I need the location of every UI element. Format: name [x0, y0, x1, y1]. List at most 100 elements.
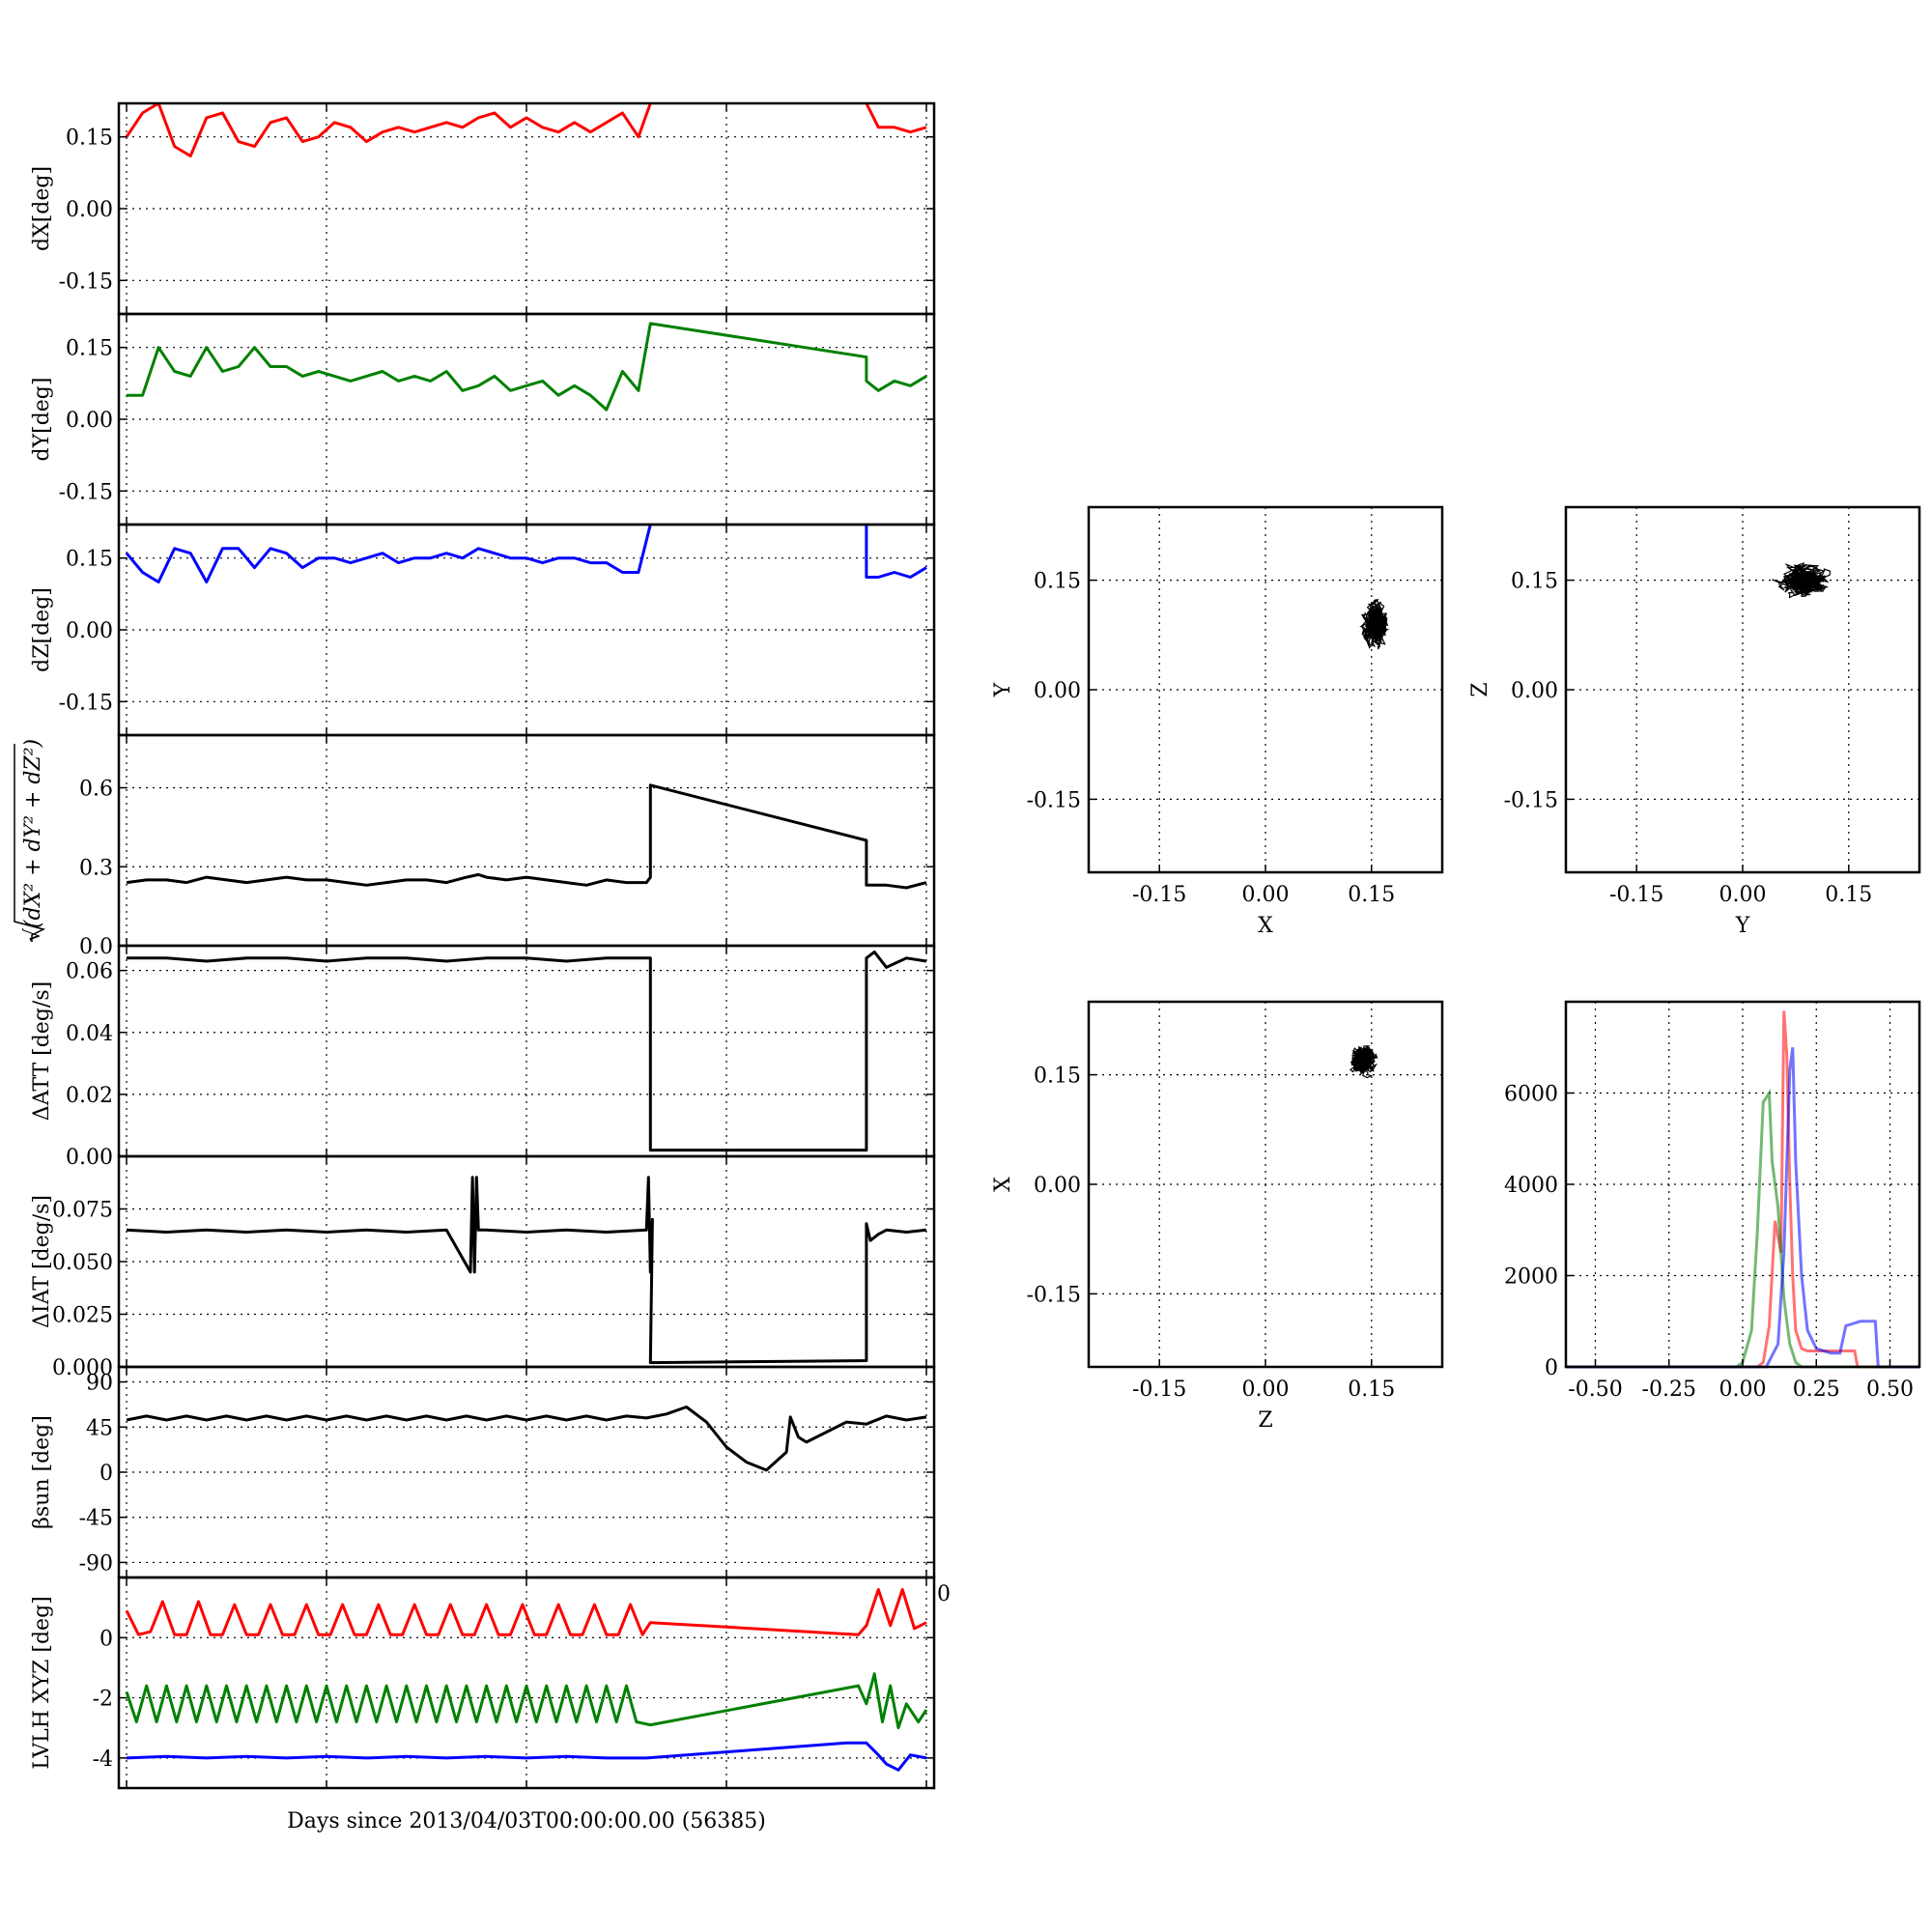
datt-y-tick-label: 0.00	[66, 1146, 113, 1170]
yz-trace-5	[1772, 562, 1820, 593]
datt-y-tick-label: 0.06	[66, 960, 113, 984]
diat-y-tick-label: 0.025	[52, 1304, 113, 1328]
hist-x-tick-label: -0.25	[1642, 1378, 1696, 1402]
norm-frame	[117, 733, 936, 948]
stray-tick-label: 0	[937, 1582, 951, 1606]
dz-y-tick-label: 0.15	[66, 548, 113, 572]
hist-x-tick-label: 0.50	[1866, 1378, 1914, 1402]
dy-y-tick-label: 0.15	[66, 337, 113, 361]
panel-datt: 0.00 0.02 0.04 0.06 ΔATT [deg/s]	[30, 944, 936, 1170]
panel-yz: -0.15 -0.15 0.00 0.00 0.15 0.15 Y Z	[1468, 505, 1921, 938]
panel-beta: -90 -45 0 45 90 βsun [deg]	[30, 1365, 936, 1579]
hist-x-tick-label: 0.00	[1719, 1378, 1767, 1402]
panel-hist: -0.50 -0.25 0.00 0.25 0.50 0 2000 4000 6000	[1504, 1000, 1921, 1402]
yz-y-tick-label: -0.15	[1504, 788, 1558, 812]
xy-y-tick-label: -0.15	[1027, 788, 1081, 812]
dx-y-tick-label: -0.15	[59, 270, 113, 294]
datt-frame	[117, 944, 936, 1158]
hist-series-0	[1566, 1010, 1919, 1369]
hist-y-tick-label: 2000	[1504, 1265, 1558, 1290]
zx-x-tick-label: -0.15	[1132, 1378, 1186, 1402]
xy-x-tick-label: -0.15	[1132, 883, 1186, 907]
diat-series-group	[126, 1176, 927, 1365]
datt-series-group	[127, 950, 927, 1152]
diat-y-tick-label: 0.000	[52, 1356, 113, 1380]
xy-x-axis-label: X	[1258, 914, 1273, 938]
dz-y-tick-label: -0.15	[59, 691, 113, 715]
panel-norm: 0.0 0.3 0.6 √(dX² + dY² + dZ²)	[14, 733, 936, 959]
yz-y-axis-label: Z	[1468, 682, 1492, 696]
norm-series-group	[126, 783, 927, 890]
zx-frame	[1087, 1000, 1444, 1369]
zx-x-tick-label: 0.15	[1348, 1378, 1395, 1402]
zx-y-axis-label: X	[991, 1177, 1015, 1192]
zx-cloud	[1350, 1045, 1378, 1079]
dy-y-tick-label: -0.15	[59, 480, 113, 504]
dy-y-axis-label: dY[deg]	[30, 378, 54, 462]
lvlh-series-2-segment-0	[126, 1741, 927, 1772]
lvlh-series-group	[125, 1588, 928, 1772]
datt-y-tick-label: 0.02	[66, 1084, 113, 1108]
dx-y-tick-label: 0.00	[66, 198, 113, 222]
beta-series-0-segment-0	[126, 1406, 927, 1472]
zx-x-tick-label: 0.00	[1242, 1378, 1290, 1402]
xy-trace-5	[1361, 607, 1387, 647]
lvlh-frame	[117, 1576, 936, 1790]
beta-series-group	[126, 1406, 927, 1472]
dx-series-0-segment-0	[125, 103, 652, 157]
panel-dz: -0.15 0.00 0.15 dZ[deg]	[30, 523, 936, 737]
yz-y-tick-label: 0.15	[1511, 570, 1558, 594]
yz-x-tick-label: 0.15	[1825, 883, 1872, 907]
diat-y-tick-label: 0.050	[52, 1251, 113, 1275]
panel-zx: -0.15 -0.15 0.00 0.00 0.15 0.15 Z X	[991, 1000, 1444, 1433]
lvlh-y-tick-label: -4	[93, 1747, 113, 1772]
beta-y-tick-label: -90	[79, 1551, 113, 1576]
yz-frame	[1564, 505, 1921, 874]
norm-y-label-group: √(dX² + dY² + dZ²)	[14, 739, 46, 942]
hist-x-tick-label: 0.25	[1793, 1378, 1840, 1402]
lvlh-series-0-segment-0	[125, 1588, 927, 1636]
lvlh-y-tick-label: -2	[93, 1688, 113, 1712]
norm-y-tick-label: 0.6	[79, 778, 113, 802]
dy-series-group	[127, 322, 927, 412]
xy-y-tick-label: 0.00	[1034, 679, 1081, 703]
diat-series-0-segment-0	[126, 1176, 927, 1365]
xy-x-tick-label: 0.00	[1242, 883, 1290, 907]
panel-dx: -0.15 0.00 0.15 dX[deg]	[30, 101, 936, 316]
panel-dy: -0.15 0.00 0.15 dY[deg]	[30, 312, 936, 526]
dy-y-tick-label: 0.00	[66, 409, 113, 433]
zx-x-axis-label: Z	[1258, 1408, 1272, 1433]
beta-y-tick-label: 0	[99, 1462, 113, 1486]
beta-y-axis-label: βsun [deg]	[30, 1415, 54, 1529]
beta-y-tick-label: 90	[86, 1372, 113, 1396]
radical-sign	[14, 744, 46, 942]
datt-y-tick-label: 0.04	[66, 1022, 113, 1046]
xy-y-axis-label: Y	[991, 682, 1015, 697]
norm-y-tick-label: 0.3	[79, 856, 113, 880]
dz-series-0-segment-1	[865, 525, 927, 579]
dz-series-0-segment-0	[125, 525, 652, 583]
norm-series-0-segment-0	[126, 783, 927, 890]
dz-y-tick-label: 0.00	[66, 619, 113, 643]
lvlh-y-axis-label: LVLH XYZ [deg]	[30, 1596, 54, 1770]
hist-y-tick-label: 4000	[1504, 1174, 1558, 1198]
lvlh-series-1-segment-0	[125, 1672, 928, 1730]
zx-y-tick-label: -0.15	[1027, 1283, 1081, 1307]
hist-y-tick-label: 6000	[1504, 1083, 1558, 1107]
shared-x-axis-label: Days since 2013/04/03T00:00:00.00 (56385…	[287, 1809, 766, 1833]
dx-y-axis-label: dX[deg]	[30, 166, 54, 251]
dx-series-0-segment-1	[865, 103, 927, 134]
panels-layer: -0.150.000.15dX[deg]-0.150.000.15dY[deg]…	[14, 101, 1921, 1790]
panel-xy: -0.15 -0.15 0.00 0.00 0.15 0.15 X Y	[991, 505, 1444, 938]
dz-series-group	[125, 525, 927, 583]
dz-y-axis-label: dZ[deg]	[30, 587, 54, 672]
beta-y-tick-label: 45	[86, 1416, 113, 1440]
dx-series-group	[125, 103, 927, 157]
datt-y-axis-label: ΔATT [deg/s]	[30, 981, 54, 1121]
lvlh-y-tick-label: 0	[99, 1627, 113, 1651]
xy-y-tick-label: 0.15	[1034, 570, 1081, 594]
hist-x-tick-label: -0.50	[1568, 1378, 1622, 1402]
xy-frame	[1087, 505, 1444, 874]
hist-y-tick-label: 0	[1545, 1356, 1558, 1380]
